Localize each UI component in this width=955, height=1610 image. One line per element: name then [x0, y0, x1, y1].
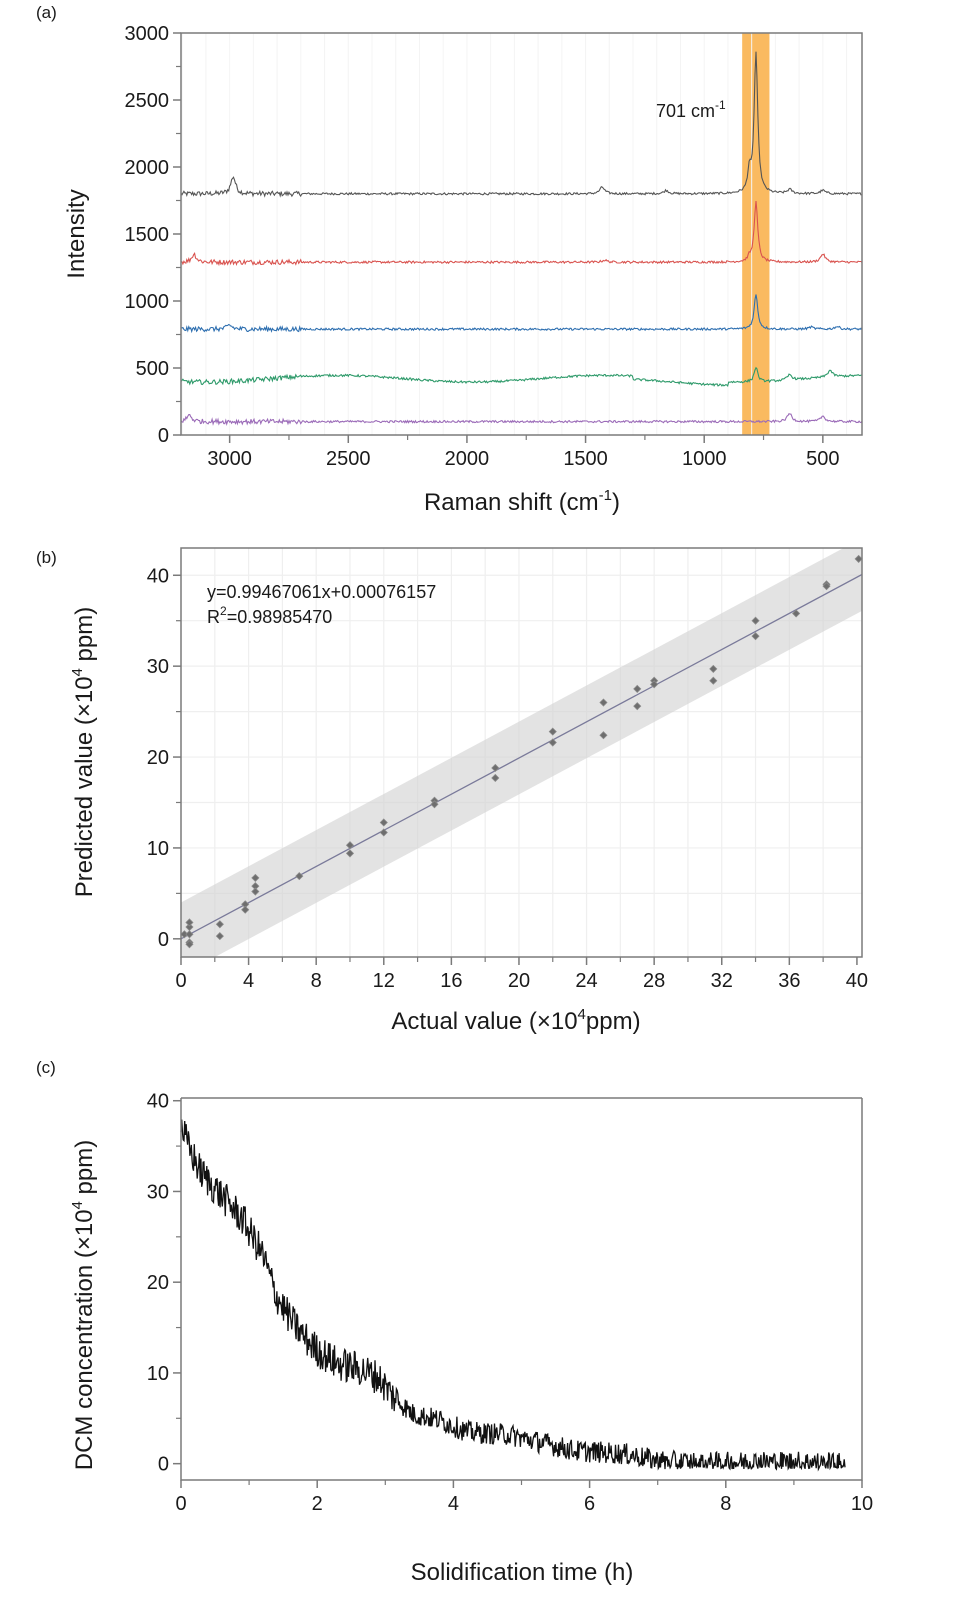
panel-a-x-axis-title: Raman shift (cm-1) [424, 487, 620, 516]
panel-c-label: (c) [36, 1058, 56, 1077]
y-tick-label: 10 [147, 838, 169, 860]
x-tick-label: 12 [373, 970, 395, 992]
series-line-spectrum-1 [180, 51, 862, 198]
x-tick-label: 16 [440, 970, 462, 992]
data-point [650, 680, 659, 689]
y-tick-label: 0 [158, 425, 169, 447]
x-tick-label: 32 [711, 970, 733, 992]
data-point [633, 702, 642, 711]
data-point [751, 632, 760, 641]
data-point [548, 727, 557, 736]
y-tick-label: 10 [147, 1363, 169, 1385]
highlight-band [742, 33, 770, 435]
y-tick-label: 2500 [125, 90, 170, 112]
panel-b-prediction-scatter: (b) 0 4 8 12 16 20 24 28 32 36 40 0 10 20 30 40 y=0.99… [36, 547, 868, 1035]
y-tick-label: 30 [147, 656, 169, 678]
panel-c-axes [180, 1098, 863, 1481]
series-line-spectrum-4 [180, 366, 863, 387]
x-tick-label: 24 [575, 970, 597, 992]
x-tick-label: 2 [312, 1493, 323, 1515]
y-tick-label: 40 [147, 1091, 169, 1113]
x-tick-label: 40 [846, 970, 868, 992]
data-point [215, 920, 224, 929]
x-tick-label: 20 [508, 970, 530, 992]
x-tick-label: 8 [311, 970, 322, 992]
data-point [241, 905, 250, 914]
data-point [345, 841, 355, 850]
r-squared: R2=0.98985470 [207, 604, 332, 627]
data-point [379, 828, 388, 837]
x-tick-label: 1500 [563, 448, 608, 470]
panel-c-y-axis-title: DCM concentration (×104 ppm) [69, 1140, 98, 1471]
x-tick-label: 8 [720, 1493, 731, 1515]
data-point [709, 676, 718, 685]
panel-a-label: (a) [36, 3, 57, 22]
panel-b-plot-frame [180, 547, 863, 958]
dcm-concentration-line [180, 1119, 846, 1472]
y-tick-label: 3000 [125, 23, 170, 45]
data-point [295, 872, 304, 881]
series-line-spectrum-2 [180, 200, 863, 267]
x-tick-label: 0 [175, 1493, 186, 1515]
data-point [709, 664, 718, 673]
x-tick-label: 4 [448, 1493, 459, 1515]
panel-c-x-axis-title: Solidification time (h) [411, 1559, 634, 1586]
x-tick-label: 3000 [207, 448, 252, 470]
data-point [215, 932, 224, 941]
data-point [491, 773, 500, 783]
y-tick-label: 20 [147, 747, 169, 769]
panel-b-x-axis-title: Actual value (×104ppm) [391, 1006, 640, 1035]
x-tick-label: 6 [584, 1493, 595, 1515]
data-point [379, 818, 388, 827]
x-tick-label: 10 [851, 1493, 873, 1515]
x-tick-label: 2000 [445, 448, 490, 470]
x-tick-label: 2500 [326, 448, 371, 470]
y-tick-label: 1000 [125, 291, 170, 313]
fit-line [181, 573, 862, 940]
fit-equation: y=0.99467061x+0.00076157 [207, 582, 436, 602]
peak-annotation: 701 cm-1 [656, 98, 726, 121]
x-tick-label: 500 [806, 448, 839, 470]
y-tick-label: 2000 [125, 157, 170, 179]
y-tick-label: 0 [158, 929, 169, 951]
series-line-spectrum-5 [180, 413, 863, 426]
data-point [185, 940, 194, 949]
x-tick-label: 0 [175, 970, 186, 992]
data-point [599, 731, 608, 740]
data-point [185, 930, 194, 939]
data-point [792, 609, 801, 618]
data-point [345, 849, 355, 858]
x-tick-label: 36 [778, 970, 800, 992]
y-tick-label: 20 [147, 1272, 169, 1294]
panel-b-label: (b) [36, 548, 57, 567]
data-point [430, 800, 439, 809]
y-tick-label: 1500 [125, 224, 170, 246]
data-point [491, 763, 500, 773]
y-tick-label: 30 [147, 1181, 169, 1203]
y-tick-label: 40 [147, 565, 169, 587]
panel-c-dcm-concentration: (c) 0 2 4 6 8 10 0 10 20 30 40 Solidification tim… [36, 1058, 873, 1586]
data-point [599, 698, 608, 707]
panel-b-y-axis-title: Predicted value (×104 ppm) [69, 607, 98, 898]
data-point [854, 554, 863, 563]
data-point [751, 616, 760, 625]
panel-a-y-axis-title: Intensity [63, 189, 90, 278]
y-tick-label: 500 [136, 358, 169, 380]
data-point [251, 887, 260, 896]
data-point [185, 918, 194, 927]
data-point [633, 684, 642, 693]
x-tick-label: 1000 [682, 448, 727, 470]
data-point [822, 582, 831, 591]
x-tick-label: 28 [643, 970, 665, 992]
y-tick-label: 0 [158, 1454, 169, 1476]
x-tick-label: 4 [243, 970, 254, 992]
panel-a-raman-spectra: (a) 3000 2500 2000 1500 1000 500 0 500 1000 1500… [36, 3, 863, 516]
series-line-spectrum-3 [180, 294, 863, 334]
data-point [548, 738, 557, 747]
data-point [251, 873, 260, 882]
